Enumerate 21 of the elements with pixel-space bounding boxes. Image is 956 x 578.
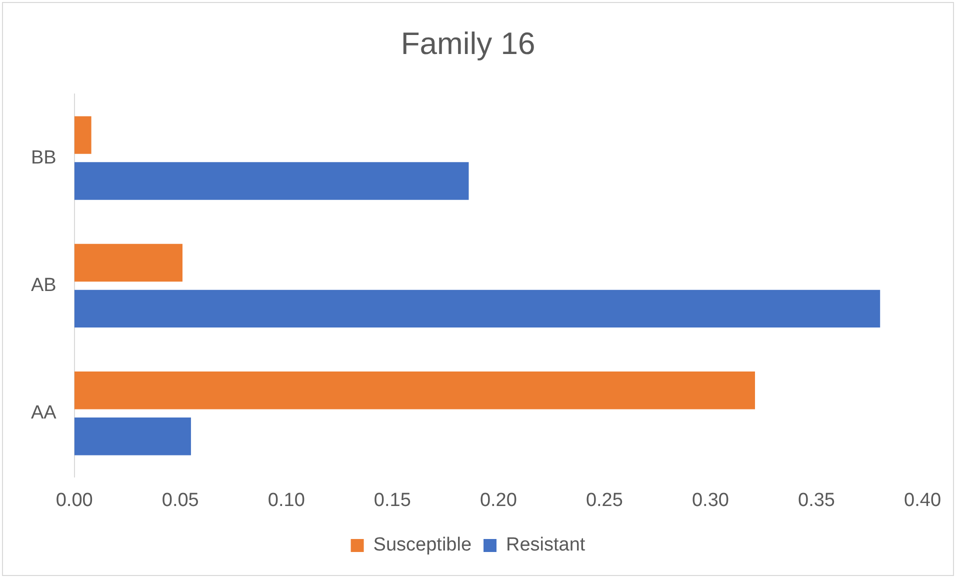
legend-label: Susceptible — [373, 534, 472, 556]
x-tick-label: 0.40 — [904, 490, 941, 511]
x-tick-label: 0.35 — [798, 490, 835, 511]
y-tick-label: BB — [30, 147, 56, 168]
x-tick-label: 0.25 — [586, 490, 623, 511]
y-tick-label: AA — [30, 402, 57, 424]
bar — [74, 244, 182, 282]
x-tick-label: 0.00 — [56, 490, 93, 511]
x-tick-label: 0.15 — [374, 490, 411, 511]
bar — [74, 372, 755, 410]
x-tick-label: 0.10 — [268, 490, 305, 511]
x-tick-label: 0.05 — [162, 490, 199, 511]
bar — [74, 418, 191, 456]
x-tick-label: 0.30 — [692, 490, 729, 511]
bar — [74, 116, 92, 154]
legend-label: Resistant — [506, 534, 586, 556]
y-tick-label: AB — [30, 274, 56, 296]
chart-title: Family 16 — [400, 26, 536, 62]
bar — [74, 162, 469, 200]
bar — [74, 290, 880, 328]
x-tick-label: 0.20 — [480, 490, 517, 511]
